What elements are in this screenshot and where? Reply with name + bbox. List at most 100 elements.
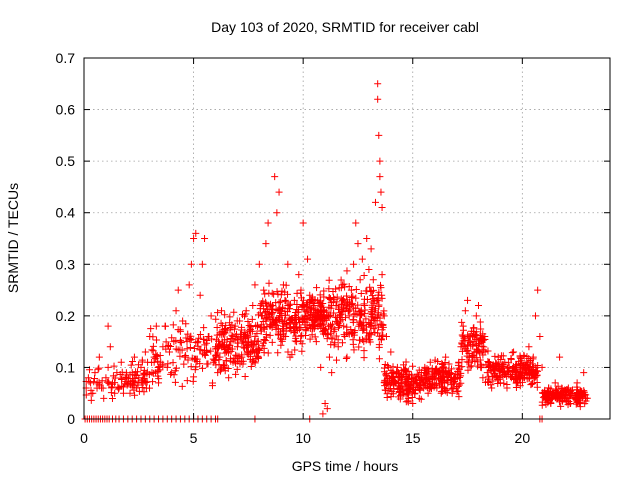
data-point <box>434 374 442 382</box>
data-point <box>217 365 225 373</box>
data-point <box>538 363 546 371</box>
data-point <box>104 378 112 386</box>
data-point <box>330 309 338 317</box>
data-point <box>367 308 375 316</box>
data-point <box>375 332 383 340</box>
data-point <box>233 335 241 343</box>
data-point <box>165 348 173 356</box>
data-point <box>159 343 167 351</box>
data-point <box>279 319 287 327</box>
data-point <box>207 312 215 320</box>
data-point <box>134 381 142 389</box>
data-point <box>449 385 457 393</box>
data-point <box>334 336 342 344</box>
data-point <box>448 389 456 397</box>
data-points <box>81 80 591 423</box>
data-point <box>469 324 477 332</box>
data-point <box>426 358 434 366</box>
data-point <box>95 364 103 372</box>
data-point <box>262 317 270 325</box>
data-point <box>345 312 353 320</box>
data-point <box>375 355 383 363</box>
data-point <box>334 305 342 313</box>
data-point <box>347 286 355 294</box>
data-point <box>405 385 413 393</box>
data-point <box>472 348 480 356</box>
data-point <box>232 370 240 378</box>
data-point <box>191 345 199 353</box>
data-point <box>349 336 357 344</box>
data-point <box>281 316 289 324</box>
data-point <box>298 347 306 355</box>
data-point <box>138 356 146 364</box>
data-point <box>526 364 534 372</box>
data-point <box>251 281 259 289</box>
data-point <box>332 285 340 293</box>
data-point <box>341 314 349 322</box>
data-point <box>115 385 123 393</box>
data-point <box>444 379 452 387</box>
data-point <box>229 358 237 366</box>
data-point <box>282 321 290 329</box>
data-point <box>557 402 565 410</box>
data-point <box>348 293 356 301</box>
data-point <box>238 323 246 331</box>
data-point <box>360 347 368 355</box>
data-point <box>320 287 328 295</box>
data-point <box>182 334 190 342</box>
data-point <box>308 296 316 304</box>
data-point <box>367 245 375 253</box>
data-point <box>243 342 251 350</box>
data-point <box>84 374 92 382</box>
data-point <box>244 348 252 356</box>
data-point <box>368 322 376 330</box>
chart-title: Day 103 of 2020, SRMTID for receiver cab… <box>211 19 479 35</box>
data-point <box>507 374 515 382</box>
data-point <box>325 312 333 320</box>
data-point <box>358 255 366 263</box>
data-point <box>265 279 273 287</box>
data-point <box>560 389 568 397</box>
data-point <box>286 353 294 361</box>
data-point <box>377 284 385 292</box>
data-point <box>238 311 246 319</box>
data-point <box>186 344 194 352</box>
data-point <box>400 366 408 374</box>
data-point <box>255 260 263 268</box>
data-point <box>148 369 156 377</box>
data-point <box>141 348 149 356</box>
data-point <box>272 325 280 333</box>
data-point <box>174 346 182 354</box>
data-point <box>185 281 193 289</box>
data-point <box>140 366 148 374</box>
data-point <box>132 368 140 376</box>
data-point <box>311 323 319 331</box>
data-point <box>295 271 303 279</box>
data-point <box>578 389 586 397</box>
data-point <box>453 384 461 392</box>
data-point <box>208 382 216 390</box>
data-point <box>230 354 238 362</box>
data-point <box>407 384 415 392</box>
data-point <box>415 394 423 402</box>
data-point <box>308 313 316 321</box>
data-point <box>239 360 247 368</box>
data-point <box>232 351 240 359</box>
data-point <box>521 374 529 382</box>
data-point <box>217 366 225 374</box>
data-point <box>339 281 347 289</box>
data-point <box>388 388 396 396</box>
data-point <box>312 338 320 346</box>
data-point <box>556 353 564 361</box>
data-point <box>148 346 156 354</box>
data-point <box>335 312 343 320</box>
data-point <box>397 388 405 396</box>
data-point <box>467 362 475 370</box>
data-point <box>282 332 290 340</box>
data-point <box>94 365 102 373</box>
data-point <box>308 295 316 303</box>
data-point <box>332 302 340 310</box>
data-point <box>267 302 275 310</box>
data-point <box>571 394 579 402</box>
data-point <box>240 332 248 340</box>
